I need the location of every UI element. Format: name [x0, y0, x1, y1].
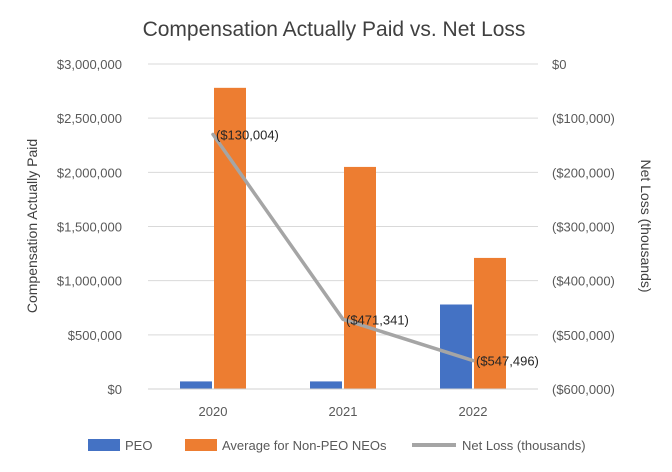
bars [180, 87, 506, 389]
bar-peo-2022 [440, 304, 472, 389]
net-loss-data-label: ($471,341) [346, 312, 409, 327]
right-axis-tick-label: ($300,000) [552, 220, 615, 235]
left-axis-tick-label: $1,500,000 [57, 220, 122, 235]
net-loss-line: ($130,004) ($471,341) ($547,496) [211, 127, 539, 369]
left-axis-label: Compensation Actually Paid [24, 139, 40, 313]
right-axis-tick-label: ($400,000) [552, 274, 615, 289]
net-loss-data-label: ($547,496) [476, 354, 539, 369]
chart-title: Compensation Actually Paid vs. Net Loss [143, 18, 526, 41]
bar-average-for-non-peo-neos-2020 [214, 87, 246, 389]
bar-average-for-non-peo-neos-2022 [474, 257, 506, 389]
left-axis-tick-label: $1,000,000 [57, 274, 122, 289]
right-axis-tick-label: ($500,000) [552, 328, 615, 343]
right-axis-tick-label: $0 [552, 57, 566, 72]
bar-peo-2020 [180, 381, 212, 389]
gridlines [148, 63, 538, 336]
right-axis-ticks: ($600,000) ($500,000) ($400,000) ($300,000)… [552, 57, 615, 397]
left-axis-tick-label: $2,000,000 [57, 165, 122, 180]
x-axis-tick-label: 2021 [329, 404, 358, 419]
legend-label: Average for Non-PEO NEOs [222, 438, 387, 453]
right-axis-label: Net Loss (thousands) [638, 159, 654, 292]
net-loss-data-label: ($130,004) [216, 127, 279, 142]
legend-label: Net Loss (thousands) [462, 438, 586, 453]
left-axis-tick-label: $2,500,000 [57, 111, 122, 126]
right-axis-tick-label: ($600,000) [552, 382, 615, 397]
legend: PEO Average for Non-PEO NEOs Net Loss (tho… [88, 438, 586, 453]
x-axis-tick-label: 2020 [199, 404, 228, 419]
bar-average-for-non-peo-neos-2021 [344, 166, 376, 389]
x-axis-tick-label: 2022 [459, 404, 488, 419]
legend-label: PEO [125, 438, 152, 453]
net-loss-series-line [211, 132, 475, 363]
left-axis-tick-label: $500,000 [68, 328, 122, 343]
legend-swatch [185, 439, 217, 451]
bar-peo-2021 [310, 381, 342, 389]
left-axis-tick-label: $0 [108, 382, 122, 397]
legend-swatch [88, 439, 120, 451]
left-axis-tick-label: $3,000,000 [57, 57, 122, 72]
left-axis-ticks: $0 $500,000 $1,000,000 $1,500,000 $2,000,000… [57, 57, 122, 397]
right-axis-tick-label: ($100,000) [552, 111, 615, 126]
x-axis-ticks: 2020 2021 2022 [199, 404, 488, 419]
right-axis-tick-label: ($200,000) [552, 165, 615, 180]
